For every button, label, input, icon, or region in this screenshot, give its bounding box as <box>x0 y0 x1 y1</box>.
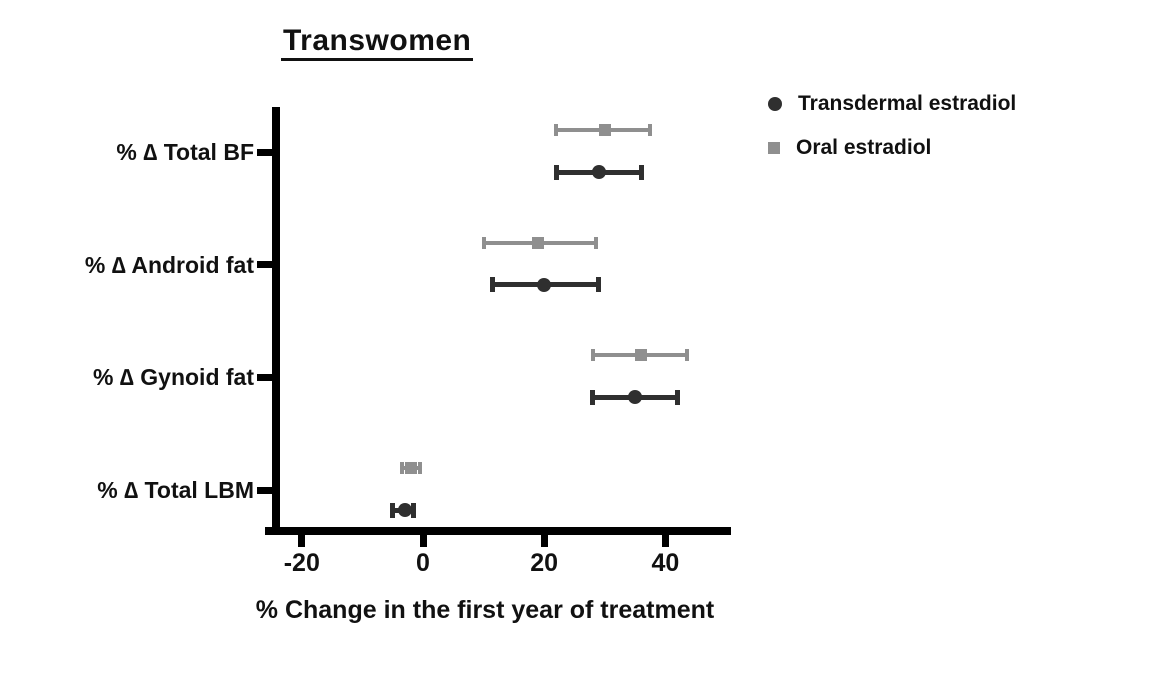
legend-square-icon <box>768 142 780 154</box>
error-bar-cap-low-oral-estradiol-total-bf <box>554 124 559 136</box>
legend: Transdermal estradiol Oral estradiol <box>768 89 1016 177</box>
x-axis-tick <box>540 535 548 547</box>
y-axis-category-label: % ∆ Total BF <box>116 139 254 165</box>
x-axis-tick-label: 0 <box>416 549 430 577</box>
marker-circle-transdermal-estradiol-gynoid-fat <box>628 390 643 405</box>
y-axis-category-label: % ∆ Gynoid fat <box>92 364 254 391</box>
error-bar-cap-high-transdermal-estradiol-android-fat <box>596 277 602 293</box>
error-bar-cap-high-oral-estradiol-android-fat <box>593 236 598 249</box>
error-bar-cap-high-oral-estradiol-total-bf <box>648 124 653 136</box>
marker-square-oral-estradiol-total-bf <box>598 124 611 136</box>
legend-label: Oral estradiol <box>796 136 932 159</box>
chart-title: Transwomen <box>281 24 474 61</box>
marker-circle-transdermal-estradiol-total-lbm <box>397 503 412 518</box>
legend-circle-icon <box>768 97 782 111</box>
x-axis-tick-label: 40 <box>651 549 680 577</box>
marker-square-oral-estradiol-android-fat <box>532 236 545 249</box>
error-bar-cap-low-oral-estradiol-total-lbm <box>399 462 404 475</box>
marker-square-oral-estradiol-gynoid-fat <box>635 349 648 362</box>
legend-row-transdermal-estradiol: Transdermal estradiol <box>768 89 1016 119</box>
y-axis-tick <box>257 148 272 156</box>
error-bar-cap-low-oral-estradiol-android-fat <box>481 236 486 249</box>
x-axis-line <box>265 527 731 535</box>
legend-label: Transdermal estradiol <box>798 92 1017 115</box>
x-axis-tick-label: 20 <box>530 549 559 577</box>
error-bar-cap-low-transdermal-estradiol-gynoid-fat <box>590 389 596 405</box>
error-bar-cap-high-oral-estradiol-total-lbm <box>417 462 422 475</box>
marker-circle-transdermal-estradiol-total-bf <box>591 165 606 179</box>
error-bar-cap-high-oral-estradiol-gynoid-fat <box>684 349 689 362</box>
legend-row-oral-estradiol: Oral estradiol <box>768 133 1016 163</box>
y-axis-category-label: % ∆ Android fat <box>84 251 254 278</box>
error-bar-cap-high-transdermal-estradiol-total-bf <box>638 164 644 180</box>
error-bar-cap-high-transdermal-estradiol-total-lbm <box>411 502 417 518</box>
x-axis-tick <box>298 535 306 547</box>
error-bar-cap-high-transdermal-estradiol-gynoid-fat <box>675 389 681 405</box>
x-axis-tick-label: -20 <box>283 549 320 577</box>
marker-square-oral-estradiol-total-lbm <box>404 462 417 475</box>
y-axis-line <box>272 107 280 535</box>
y-axis-category-label: % ∆ Total LBM <box>97 477 254 504</box>
x-axis-title: % Change in the first year of treatment <box>255 596 715 624</box>
error-bar-cap-low-transdermal-estradiol-total-lbm <box>390 502 396 518</box>
y-axis-tick <box>257 373 272 381</box>
marker-circle-transdermal-estradiol-android-fat <box>537 277 552 292</box>
y-axis-tick <box>257 486 272 494</box>
x-axis-tick <box>419 535 427 547</box>
y-axis-tick <box>257 261 272 269</box>
x-axis-tick <box>661 535 669 547</box>
error-bar-cap-low-transdermal-estradiol-android-fat <box>490 277 496 293</box>
error-bar-cap-low-oral-estradiol-gynoid-fat <box>590 349 595 362</box>
error-bar-cap-low-transdermal-estradiol-total-bf <box>553 164 559 180</box>
